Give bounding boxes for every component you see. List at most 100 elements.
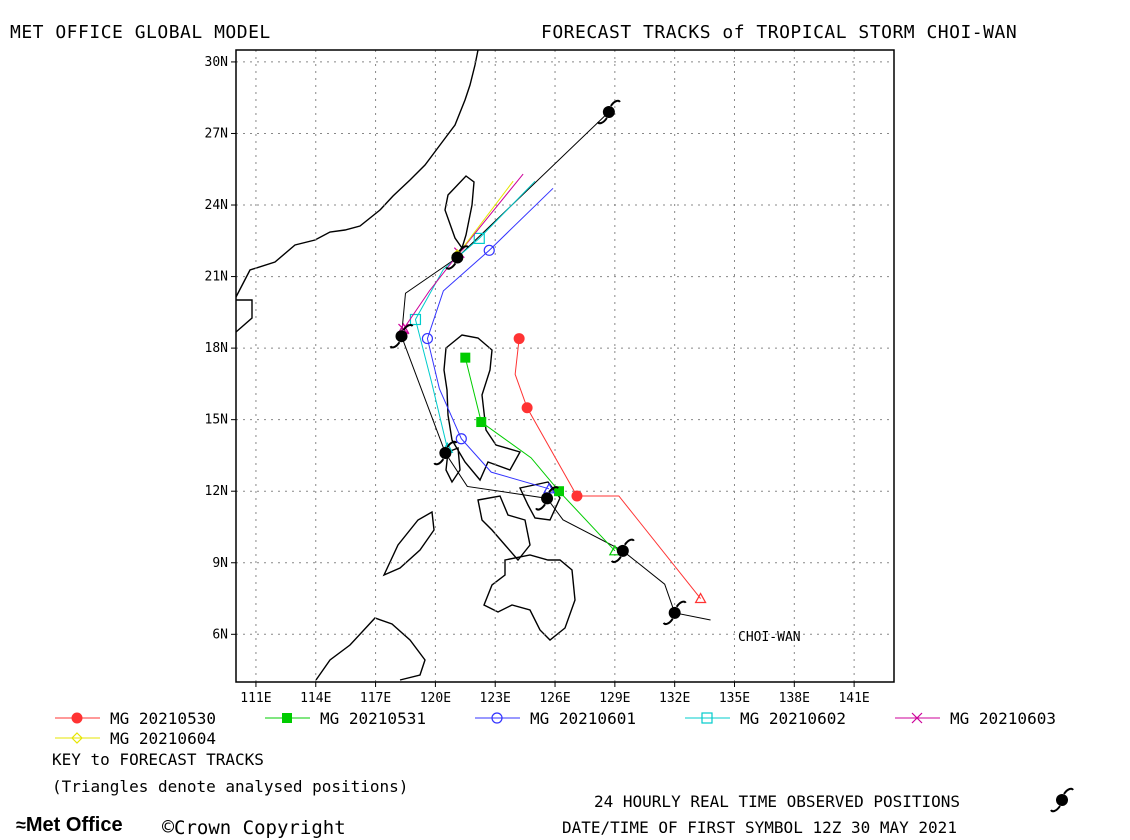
lon-tick-label: 141E xyxy=(838,691,869,706)
storm-symbol-arm xyxy=(675,600,687,608)
legend-label-20210603: MG 20210603 xyxy=(950,709,1056,728)
storm-symbol-arm xyxy=(402,324,414,331)
track-marker-filled-square xyxy=(282,713,292,723)
hainan-outline xyxy=(235,299,253,333)
lat-tick-label: 15N xyxy=(205,413,228,428)
storm-symbol-arm xyxy=(389,341,401,349)
storm-symbol-core xyxy=(616,544,629,557)
storm-symbol-arm xyxy=(446,440,458,448)
lon-tick-label: 111E xyxy=(240,691,271,706)
observed-track-line xyxy=(400,111,711,621)
storm-symbol-core xyxy=(1056,794,1068,806)
track-marker-filled-circle xyxy=(71,712,83,724)
forecast-track-line xyxy=(403,173,524,330)
track-marker-cross xyxy=(911,712,923,724)
legend-symbol xyxy=(55,732,100,744)
tropical-storm-icon xyxy=(1050,787,1074,813)
track-marker-open-circle xyxy=(455,433,467,445)
mindanao-outline xyxy=(483,554,576,641)
track-marker-open-square xyxy=(473,232,485,245)
tropical-storm-icon xyxy=(535,486,559,511)
lat-tick-label: 9N xyxy=(212,556,228,571)
lat-tick-label: 27N xyxy=(205,126,228,141)
copyright-icon: © xyxy=(162,815,175,839)
legend-symbol xyxy=(55,712,100,724)
forecast-track xyxy=(409,180,536,453)
storm-symbol-arm xyxy=(548,486,559,493)
china-coastline xyxy=(235,49,479,298)
observed-track xyxy=(400,111,711,621)
legend-label-20210602: MG 20210602 xyxy=(740,709,846,728)
samar-leyte-outline xyxy=(518,481,561,521)
legend-key-note: (Triangles denote analysed positions) xyxy=(52,777,409,796)
mindoro-outline xyxy=(445,447,461,484)
legend-symbol xyxy=(895,712,940,724)
lon-tick-label: 138E xyxy=(779,691,810,706)
lon-tick-label: 126E xyxy=(539,691,570,706)
storm-symbol-core xyxy=(668,606,681,619)
track-marker-open-circle xyxy=(491,712,503,724)
longitude-ticks: 111E 114E 117E 120E 123E 126E 129E 132E 135E 138E… xyxy=(240,682,870,706)
forecast-track-line xyxy=(514,338,701,599)
storm-symbol-arm xyxy=(1050,805,1061,813)
storm-symbol-core xyxy=(395,330,408,343)
track-marker-open-circle xyxy=(421,332,434,345)
track-marker-filled-square xyxy=(476,417,487,428)
observed-positions xyxy=(389,99,687,626)
storm-name-label: CHOI-WAN xyxy=(738,630,801,645)
copyright-text: Crown Copyright xyxy=(174,817,346,839)
track-marker-filled-circle xyxy=(513,333,525,345)
taiwan-outline xyxy=(444,175,475,250)
header-forecast-title: FORECAST TRACKS of TROPICAL STORM CHOI-W… xyxy=(541,22,1018,43)
lat-tick-label: 12N xyxy=(205,484,228,499)
forecast-track-line xyxy=(456,180,514,256)
storm-symbol-arm xyxy=(1063,787,1074,795)
lon-tick-label: 129E xyxy=(599,691,630,706)
observed-positions-note: 24 HOURLY REAL TIME OBSERVED POSITIONS xyxy=(594,792,961,811)
lon-tick-label: 135E xyxy=(719,691,750,706)
met-office-logo: ≈Met Office xyxy=(16,814,123,837)
tropical-storm-icon xyxy=(662,600,687,626)
first-symbol-datetime: DATE/TIME OF FIRST SYMBOL 12Z 30 MAY 202… xyxy=(562,818,957,837)
lon-tick-label: 132E xyxy=(659,691,690,706)
storm-symbol-arm xyxy=(535,503,546,511)
storm-symbol-arm xyxy=(623,538,635,546)
forecast-track-line xyxy=(464,357,616,552)
lon-tick-label: 117E xyxy=(360,691,391,706)
track-marker-open-circle xyxy=(483,244,495,256)
forecast-track-line xyxy=(414,180,536,449)
lat-tick-label: 6N xyxy=(212,627,228,642)
track-marker-filled-circle xyxy=(521,402,533,414)
borneo-outline xyxy=(315,617,426,681)
storm-symbol-core xyxy=(451,251,464,264)
latitude-ticks: 6N 9N 12N 15N 18N 21N 24N 27N 30N xyxy=(205,55,236,642)
legend-label-20210604: MG 20210604 xyxy=(110,729,216,748)
forecast-tracks xyxy=(397,173,707,604)
luzon-outline xyxy=(443,334,522,482)
tropical-storm-icon xyxy=(596,99,621,125)
storm-symbol-arm xyxy=(433,458,445,466)
track-marker-open-square xyxy=(701,712,713,724)
legend-key-title: KEY to FORECAST TRACKS xyxy=(52,750,264,769)
legend-symbols xyxy=(55,712,1074,813)
storm-symbol-arm xyxy=(445,262,457,270)
copyright-notice: ©Crown Copyright xyxy=(162,815,346,839)
tropical-storm-icon xyxy=(389,324,414,349)
track-marker-filled-square xyxy=(460,352,471,363)
tropical-storm-icon xyxy=(610,538,635,564)
storm-symbol-core xyxy=(602,106,615,119)
lat-tick-label: 24N xyxy=(205,198,228,213)
lat-tick-label: 18N xyxy=(205,341,228,356)
track-marker-filled-square xyxy=(554,486,565,497)
coastlines xyxy=(235,49,576,681)
legend-label-20210530: MG 20210530 xyxy=(110,709,216,728)
legend-label-20210531: MG 20210531 xyxy=(320,709,426,728)
forecast-track xyxy=(421,187,556,494)
analysed-position-triangle xyxy=(694,592,707,604)
legend-symbol xyxy=(475,712,520,724)
map-frame xyxy=(235,49,895,683)
panay-negros-outline xyxy=(477,495,531,562)
lon-tick-label: 114E xyxy=(300,691,331,706)
storm-symbol-arm xyxy=(596,117,608,125)
